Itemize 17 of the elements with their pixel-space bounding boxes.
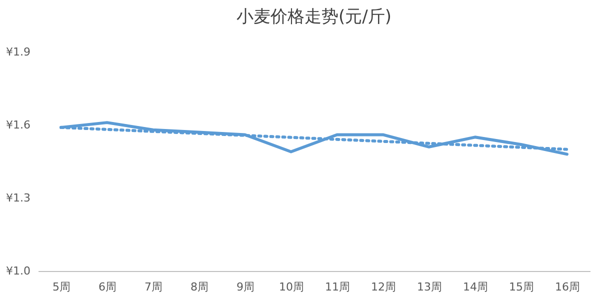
y-tick-label: ¥1.6 <box>6 118 30 132</box>
x-tick-label: 16周 <box>555 280 580 294</box>
x-tick-label: 15周 <box>509 280 534 294</box>
y-tick-label: ¥1.0 <box>6 264 30 278</box>
y-tick-label: ¥1.9 <box>6 46 30 58</box>
x-tick-label: 9周 <box>236 280 254 294</box>
x-tick-label: 6周 <box>98 280 116 294</box>
x-tick-label: 11周 <box>325 280 350 294</box>
x-tick-label: 5周 <box>52 280 70 294</box>
chart-title: 小麦价格走势(元/斤) <box>236 7 392 27</box>
x-tick-label: 12周 <box>371 280 396 294</box>
y-tick-label: ¥1.3 <box>6 192 30 204</box>
x-tick-label: 10周 <box>279 280 304 294</box>
x-tick-label: 7周 <box>144 280 162 294</box>
x-tick-label: 8周 <box>190 280 208 294</box>
x-tick-label: 13周 <box>417 280 442 294</box>
x-tick-label: 14周 <box>463 280 488 294</box>
